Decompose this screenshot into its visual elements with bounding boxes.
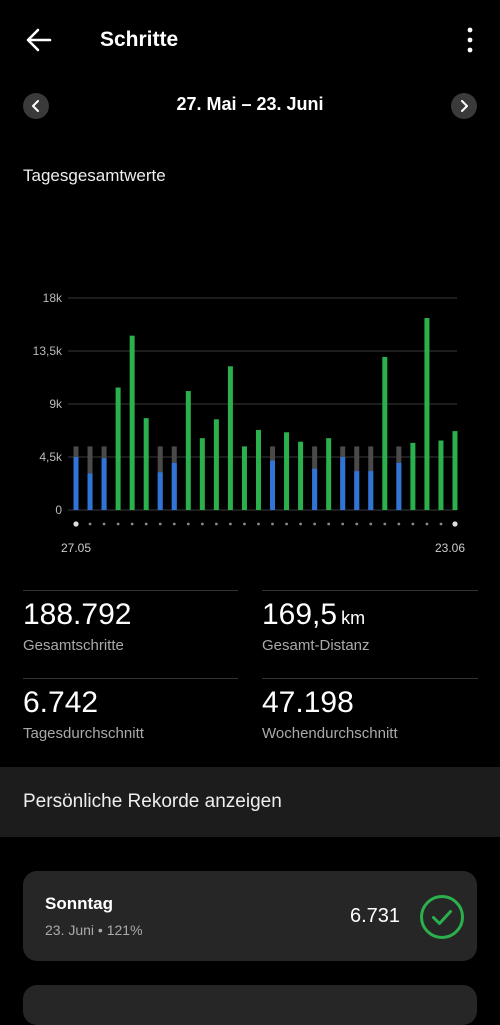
- steps-bar: [185, 391, 191, 510]
- x-day-dot: [116, 522, 120, 526]
- x-day-dot: [172, 522, 176, 526]
- date-range-label: 27. Mai – 23. Juni: [176, 94, 324, 114]
- x-day-dot: [102, 522, 106, 526]
- next-range-button[interactable]: [451, 93, 477, 119]
- day-steps-value: 6.731: [350, 905, 401, 927]
- x-day-dot: [383, 522, 387, 526]
- stat-divider: [23, 590, 238, 591]
- steps-bar: [382, 356, 388, 510]
- x-day-dot: [425, 522, 429, 526]
- x-day-dot: [257, 522, 260, 526]
- weekly-average-label: Wochendurchschnitt: [262, 725, 398, 742]
- steps-bar: [424, 318, 430, 510]
- x-day-dot: [369, 522, 373, 526]
- steps-bar: [115, 387, 121, 510]
- y-tick-label: 13,5k: [33, 344, 63, 358]
- x-day-dot: [299, 522, 302, 526]
- steps-bar: [410, 442, 416, 510]
- day-summary-card[interactable]: [23, 871, 477, 961]
- x-day-dot: [397, 522, 401, 526]
- page-title: Schritte: [100, 28, 179, 51]
- chevron-left-icon: [32, 100, 39, 112]
- check-circle-icon: [420, 895, 464, 939]
- x-day-dot: [229, 522, 232, 526]
- steps-bar: [255, 429, 261, 510]
- steps-bar: [340, 457, 346, 510]
- x-day-dot: [73, 521, 79, 527]
- steps-bar: [241, 446, 247, 510]
- x-day-dot: [158, 522, 162, 526]
- stat-divider: [262, 678, 478, 679]
- distance-unit: km: [341, 608, 366, 628]
- day-date-percent: 23. Juni • 121%: [45, 922, 143, 938]
- steps-bar: [438, 440, 444, 510]
- x-day-dot: [327, 522, 331, 526]
- steps-bar: [213, 419, 219, 510]
- x-day-dot: [243, 522, 246, 526]
- steps-bar: [396, 462, 402, 510]
- y-tick-label: 4,5k: [39, 450, 63, 464]
- stat-divider: [23, 678, 238, 679]
- steps-bar: [171, 462, 177, 510]
- total-distance-value: 169,5 km: [262, 598, 366, 631]
- steps-bar: [354, 471, 360, 510]
- daily-average-label: Tagesdurchschnitt: [23, 725, 144, 742]
- x-day-dot: [200, 522, 204, 526]
- x-day-dot: [144, 522, 148, 526]
- daily-average-value: 6.742: [23, 686, 99, 719]
- weekly-average-value: 47.198: [262, 686, 354, 719]
- y-tick-label: 18k: [43, 291, 63, 305]
- x-day-dot: [214, 522, 218, 526]
- x-day-dot: [439, 522, 443, 526]
- total-steps-value: 188.792: [23, 598, 132, 631]
- x-day-dot: [313, 522, 317, 526]
- y-tick-label: 9k: [49, 397, 63, 411]
- steps-bar: [326, 438, 332, 510]
- x-day-dot: [411, 522, 415, 526]
- x-day-dot: [341, 522, 345, 526]
- x-start-label: 27.05: [61, 541, 91, 555]
- x-day-dot: [355, 522, 359, 526]
- y-tick-label: 0: [55, 503, 62, 517]
- x-day-dot: [285, 522, 288, 526]
- x-day-dot: [271, 522, 274, 526]
- steps-bar: [298, 441, 304, 510]
- x-end-label: 23.06: [435, 541, 465, 555]
- personal-records-label: Persönliche Rekorde anzeigen: [23, 791, 282, 812]
- stat-divider: [262, 590, 478, 591]
- chart-section-label: Tagesgesamtwerte: [23, 166, 166, 185]
- steps-bar: [73, 457, 79, 510]
- total-distance-label: Gesamt-Distanz: [262, 637, 370, 654]
- next-day-card[interactable]: [23, 985, 477, 1025]
- previous-range-button[interactable]: [23, 93, 49, 119]
- steps-bar: [452, 431, 458, 510]
- steps-bar: [87, 473, 93, 510]
- steps-bar: [270, 460, 276, 510]
- daily-steps-chart: 18k 13,5k 9k 4,5k 0 27.05 23.06: [33, 291, 466, 555]
- x-day-dot: [452, 521, 458, 527]
- steps-bar: [101, 458, 107, 510]
- chevron-right-icon: [461, 100, 468, 112]
- more-vertical-icon[interactable]: [460, 26, 480, 54]
- steps-bar: [312, 468, 318, 510]
- steps-bar: [227, 366, 233, 510]
- x-day-dot: [88, 522, 92, 526]
- steps-bar: [129, 335, 135, 510]
- arrow-left-icon[interactable]: [24, 26, 54, 54]
- steps-bar: [143, 418, 149, 510]
- day-name: Sonntag: [45, 894, 113, 913]
- steps-bar: [368, 471, 374, 510]
- x-day-dot: [130, 522, 134, 526]
- steps-bar: [284, 432, 290, 510]
- steps-bar: [157, 472, 163, 510]
- steps-bar: [199, 438, 205, 510]
- personal-records-button[interactable]: [0, 767, 500, 837]
- x-day-dot: [186, 522, 190, 526]
- top-bar: [0, 0, 500, 80]
- total-steps-label: Gesamtschritte: [23, 637, 124, 654]
